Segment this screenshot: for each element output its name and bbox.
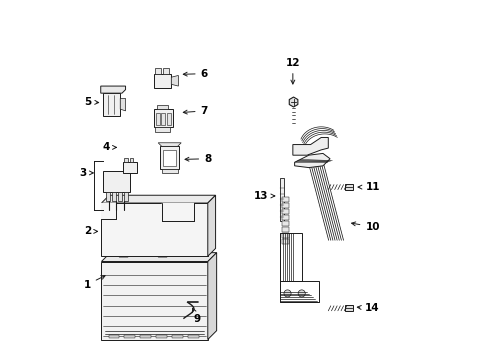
Text: 5: 5 <box>84 97 98 107</box>
Polygon shape <box>344 184 353 190</box>
Text: 9: 9 <box>193 308 201 324</box>
Polygon shape <box>101 203 208 256</box>
Polygon shape <box>164 150 176 166</box>
Polygon shape <box>157 105 168 109</box>
Polygon shape <box>141 335 151 338</box>
Polygon shape <box>153 109 173 127</box>
Polygon shape <box>282 239 289 244</box>
Polygon shape <box>161 113 165 125</box>
Polygon shape <box>282 197 289 202</box>
Polygon shape <box>101 261 208 339</box>
Text: 14: 14 <box>357 303 380 313</box>
Polygon shape <box>162 169 178 173</box>
Text: 11: 11 <box>358 182 380 192</box>
Polygon shape <box>124 335 135 338</box>
Text: 12: 12 <box>286 58 300 84</box>
Polygon shape <box>130 158 133 162</box>
Polygon shape <box>282 226 289 232</box>
Polygon shape <box>294 153 330 168</box>
Polygon shape <box>117 249 131 257</box>
Polygon shape <box>289 97 298 107</box>
Polygon shape <box>122 162 137 173</box>
Polygon shape <box>103 171 130 192</box>
Polygon shape <box>155 127 170 132</box>
Text: 1: 1 <box>84 276 105 289</box>
Polygon shape <box>112 192 116 201</box>
Polygon shape <box>156 113 160 125</box>
Polygon shape <box>101 195 216 203</box>
Text: 13: 13 <box>254 191 275 201</box>
Polygon shape <box>167 113 171 125</box>
Polygon shape <box>124 192 128 201</box>
Circle shape <box>188 315 196 322</box>
Polygon shape <box>344 306 353 311</box>
Polygon shape <box>155 249 170 257</box>
Circle shape <box>284 290 291 297</box>
Polygon shape <box>208 195 216 256</box>
Polygon shape <box>163 68 169 74</box>
Polygon shape <box>106 192 110 201</box>
Text: 7: 7 <box>183 106 208 116</box>
Text: 2: 2 <box>84 226 98 237</box>
Polygon shape <box>101 253 217 261</box>
Text: 8: 8 <box>185 154 211 164</box>
Text: 6: 6 <box>183 69 208 79</box>
Polygon shape <box>188 335 199 338</box>
Polygon shape <box>162 203 194 221</box>
Polygon shape <box>118 192 122 201</box>
Polygon shape <box>101 203 116 219</box>
Polygon shape <box>102 93 120 116</box>
Polygon shape <box>293 138 328 155</box>
Bar <box>280 178 284 221</box>
Polygon shape <box>282 233 289 238</box>
Text: 10: 10 <box>352 222 380 232</box>
Polygon shape <box>172 335 183 338</box>
Polygon shape <box>282 221 289 226</box>
Polygon shape <box>153 74 172 88</box>
Polygon shape <box>158 143 181 146</box>
Polygon shape <box>208 253 217 339</box>
Text: 4: 4 <box>102 143 117 152</box>
Text: 3: 3 <box>79 168 93 178</box>
Polygon shape <box>124 158 128 162</box>
Polygon shape <box>172 76 178 86</box>
Polygon shape <box>156 335 167 338</box>
Circle shape <box>298 290 305 297</box>
Polygon shape <box>155 68 161 74</box>
Polygon shape <box>282 203 289 208</box>
Polygon shape <box>109 335 119 338</box>
Polygon shape <box>282 215 289 220</box>
Polygon shape <box>120 99 125 111</box>
Polygon shape <box>160 146 179 169</box>
Polygon shape <box>282 209 289 214</box>
Polygon shape <box>101 86 125 93</box>
